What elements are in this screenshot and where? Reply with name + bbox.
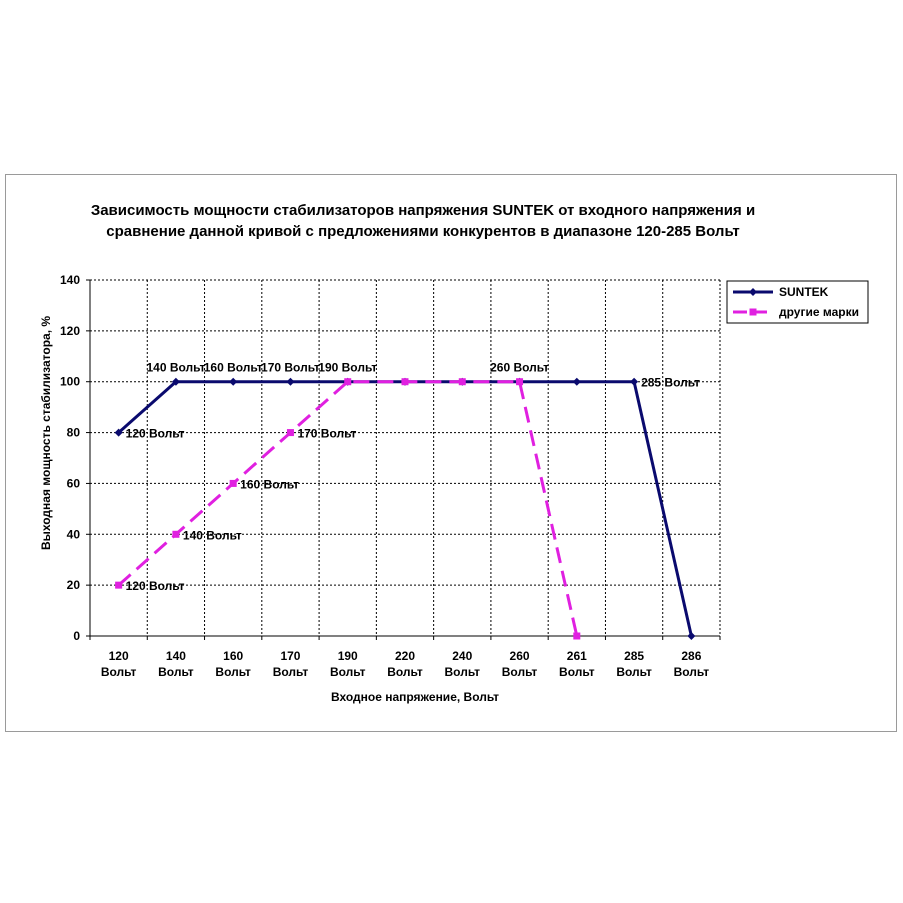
x-category-label: 160 (223, 649, 243, 663)
data-point-diamond (229, 377, 238, 386)
data-label: 120 Вольт (126, 427, 185, 441)
x-category-unit-label: Вольт (158, 665, 194, 679)
y-tick-label: 20 (67, 578, 81, 592)
chart-frame (5, 174, 897, 732)
data-point-diamond (286, 377, 295, 386)
data-point-square (516, 378, 524, 386)
data-label: 260 Вольт (490, 361, 549, 375)
x-category-unit-label: Вольт (215, 665, 251, 679)
data-point-square (458, 378, 466, 386)
data-point-square (344, 378, 352, 386)
x-category-label: 260 (510, 649, 530, 663)
legend-label-other: другие марки (779, 305, 859, 319)
data-point-square (229, 479, 237, 487)
data-point-square (573, 632, 581, 640)
data-label: 140 Вольт (183, 528, 242, 542)
x-category-unit-label: Вольт (674, 665, 710, 679)
chart-title: Зависимость мощности стабилизаторов напр… (0, 200, 846, 242)
data-point-square (286, 429, 294, 437)
x-axis-title: Входное напряжение, Вольт (331, 690, 499, 704)
x-category-label: 220 (395, 649, 415, 663)
y-tick-label: 80 (67, 426, 81, 440)
x-category-label: 286 (681, 649, 701, 663)
data-point-diamond (171, 377, 180, 386)
legend-label-suntek: SUNTEK (779, 285, 829, 299)
data-point-diamond (630, 377, 639, 386)
y-tick-label: 40 (67, 527, 81, 541)
x-category-unit-label: Вольт (445, 665, 481, 679)
data-label: 160 Вольт (204, 361, 263, 375)
x-category-unit-label: Вольт (101, 665, 137, 679)
data-point-diamond (687, 632, 696, 640)
data-label: 170 Вольт (261, 361, 320, 375)
x-category-label: 261 (567, 649, 587, 663)
data-point-diamond (572, 377, 581, 386)
series-line-1 (117, 380, 579, 637)
legend-box (726, 280, 869, 324)
y-axis-title: Выходная мощность стабилизатора, % (39, 316, 53, 550)
y-tick-label: 140 (60, 273, 80, 287)
legend-marker-other (749, 308, 757, 316)
y-tick-label: 100 (60, 375, 80, 389)
grid-layer (90, 279, 721, 636)
x-category-label: 285 (624, 649, 644, 663)
series-layer (114, 377, 696, 640)
data-label: 190 Вольт (318, 361, 377, 375)
data-label: 170 Вольт (297, 427, 356, 441)
data-label: 120 Вольт (126, 579, 185, 593)
x-category-unit-label: Вольт (502, 665, 538, 679)
data-point-square (401, 378, 409, 386)
x-category-unit-label: Вольт (387, 665, 423, 679)
axes-layer: 0 20 40 60 80 100 120 140 120 Вольт 140 Вольт 160 Вол… (60, 273, 721, 679)
y-tick-label: 120 (60, 324, 80, 338)
chart-title-line-2: сравнение данной кривой с предложениями … (106, 223, 740, 240)
x-category-label: 240 (452, 649, 472, 663)
data-label: 140 Вольт (146, 361, 205, 375)
data-point-diamond (114, 428, 123, 437)
x-category-label: 190 (338, 649, 358, 663)
x-category-unit-label: Вольт (273, 665, 309, 679)
data-point-square (172, 530, 180, 538)
x-category-unit-label: Вольт (559, 665, 595, 679)
data-label: 285 Вольт (641, 376, 700, 390)
data-label: 160 Вольт (240, 477, 299, 491)
y-tick-label: 0 (73, 629, 80, 643)
x-category-label: 140 (166, 649, 186, 663)
legend-marker-suntek (749, 288, 757, 296)
x-category-label: 120 (109, 649, 129, 663)
data-point-square (115, 581, 123, 589)
x-category-label: 170 (280, 649, 300, 663)
y-tick-label: 60 (67, 476, 81, 490)
legend: SUNTEK другие марки (726, 280, 869, 324)
x-category-unit-label: Вольт (330, 665, 366, 679)
chart-title-line-1: Зависимость мощности стабилизаторов напр… (90, 202, 756, 219)
x-category-unit-label: Вольт (616, 665, 652, 679)
